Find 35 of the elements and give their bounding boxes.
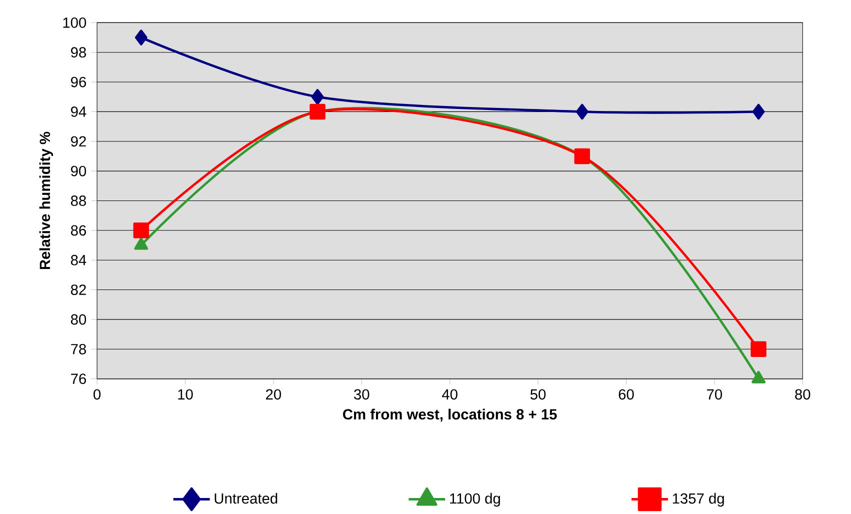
legend-label: 1357 dg bbox=[672, 493, 724, 507]
x-tick-label: 20 bbox=[266, 389, 282, 400]
point bbox=[576, 104, 588, 120]
y-tick-label: 88 bbox=[70, 196, 86, 206]
y-tick-label: 76 bbox=[71, 374, 86, 384]
x-tick-label: 80 bbox=[795, 389, 810, 400]
x-tick-label: 40 bbox=[442, 389, 458, 400]
y-tick-label: 94 bbox=[71, 106, 86, 118]
legend-label: 1100 dg bbox=[450, 493, 500, 507]
x-axis-title: Cm from west, locations 8 + 15 bbox=[343, 408, 557, 422]
x-tick-label: 30 bbox=[354, 389, 370, 400]
x-tick-label: 0 bbox=[94, 389, 101, 400]
point bbox=[310, 104, 326, 120]
point bbox=[311, 89, 324, 105]
y-tick-label: 86 bbox=[70, 225, 86, 236]
x-tick-label: 70 bbox=[707, 389, 722, 400]
x-tick-label: 10 bbox=[178, 389, 193, 400]
point bbox=[133, 222, 150, 239]
point bbox=[752, 104, 765, 120]
y-tick-label: 84 bbox=[70, 255, 86, 266]
point bbox=[750, 341, 766, 358]
y-tick-label: 100 bbox=[63, 18, 86, 28]
y-tick-label: 82 bbox=[70, 284, 86, 296]
y-tick-label: 98 bbox=[71, 47, 86, 58]
legend-label: Untreated bbox=[214, 493, 278, 504]
point bbox=[574, 148, 590, 164]
y-tick-label: 80 bbox=[70, 314, 86, 325]
y-tick-label: 96 bbox=[71, 77, 86, 88]
y-axis-title: Relative humidity % bbox=[39, 132, 53, 270]
point bbox=[134, 30, 148, 46]
y-tick-label: 92 bbox=[71, 136, 86, 147]
x-tick-label: 50 bbox=[530, 389, 546, 400]
y-tick-label: 90 bbox=[71, 166, 86, 176]
x-tick-label: 60 bbox=[618, 389, 634, 400]
y-tick-label: 78 bbox=[71, 344, 86, 355]
